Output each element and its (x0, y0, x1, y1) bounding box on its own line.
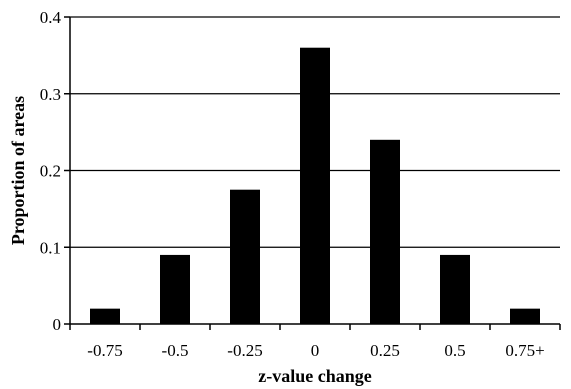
x-tick-labels: -0.75 -0.5 -0.25 0 0.25 0.5 0.75+ (69, 324, 561, 360)
x-axis-title: z-value change (258, 366, 371, 386)
y-tick-labels: 0 0.1 0.2 0.3 0.4 (40, 8, 70, 334)
y-tick-label: 0 (53, 315, 62, 334)
bar-0.5 (440, 254, 470, 324)
bar--0.25 (230, 189, 260, 324)
x-tick-label: 0 (311, 341, 320, 360)
bar--0.5 (160, 254, 190, 324)
bar--0.75 (90, 308, 120, 324)
bar-0.75+ (510, 308, 540, 324)
y-tick-label: 0.4 (40, 8, 62, 27)
y-tick-label: 0.1 (40, 238, 61, 257)
bar-0.25 (370, 139, 400, 324)
y-tick-label: 0.3 (40, 85, 61, 104)
bars (90, 47, 540, 324)
x-tick-label: -0.75 (87, 341, 122, 360)
y-tick-label: 0.2 (40, 162, 61, 181)
x-tick-label: 0.75+ (505, 341, 544, 360)
x-tick-label: -0.25 (227, 341, 262, 360)
x-tick-label: 0.5 (444, 341, 465, 360)
y-axis-title: Proportion of areas (8, 96, 28, 245)
x-tick-label: 0.25 (370, 341, 400, 360)
x-tick-label: -0.5 (162, 341, 189, 360)
bar-0 (300, 47, 330, 324)
